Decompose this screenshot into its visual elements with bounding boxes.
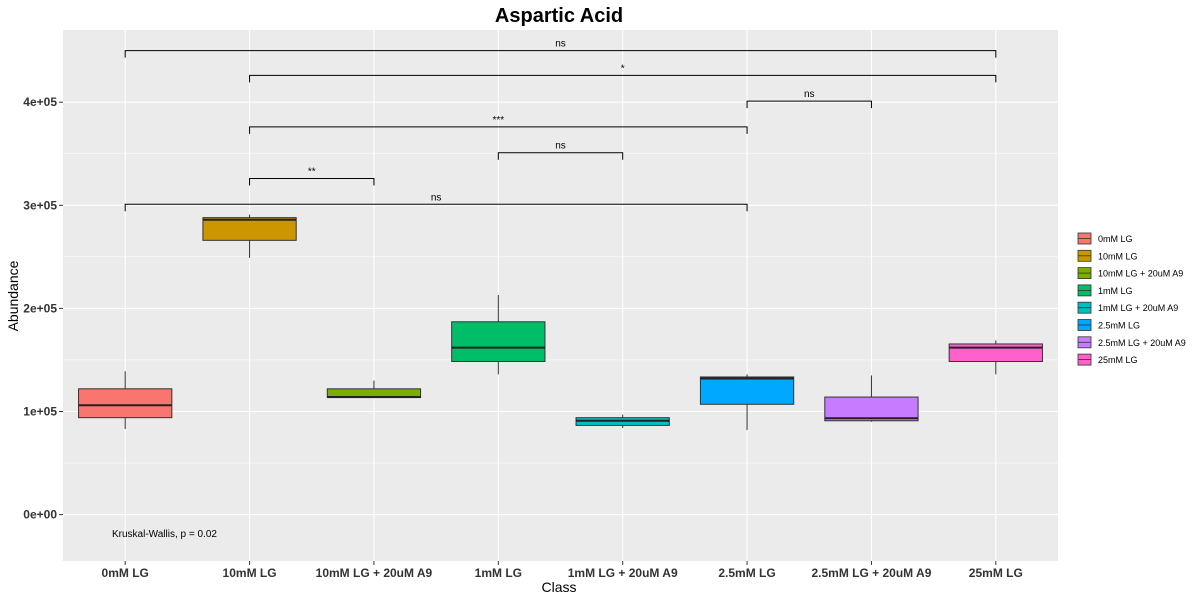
box-body — [451, 321, 546, 362]
legend-label: 25mM LG — [1098, 355, 1138, 365]
legend-item: 10mM LG + 20uM A9 — [1077, 267, 1183, 280]
x-tick-label: 2.5mM LG — [718, 566, 775, 580]
legend-item: 2.5mM LG — [1077, 319, 1140, 331]
y-tick-label: 4e+05 — [23, 95, 57, 109]
comparison-bracket: ** — [249, 166, 375, 186]
box-7 — [824, 375, 919, 422]
legend-item: 25mM LG — [1077, 353, 1138, 366]
x-tick-label: 1mM LG — [475, 566, 522, 580]
legend-item: 1mM LG — [1077, 284, 1133, 297]
comparison-bracket: *** — [249, 115, 748, 134]
x-tick-label: 2.5mM LG + 20uM A9 — [811, 566, 931, 580]
legend-label: 10mM LG + 20uM A9 — [1098, 269, 1183, 279]
x-axis: 0mM LG 10mM LG 10mM LG + 20uM A9 1mM LG 1mM … — [102, 561, 1023, 580]
legend-label: 1mM LG — [1098, 286, 1133, 296]
x-tick-label: 10mM LG + 20uM A9 — [316, 566, 433, 580]
box-plots — [78, 214, 1043, 431]
legend-label: 2.5mM LG + 20uM A9 — [1098, 338, 1186, 348]
comparison-bracket: ns — [746, 89, 872, 109]
bracket-line — [124, 203, 748, 212]
significance-label: ** — [308, 166, 316, 177]
y-axis-title: Abundance — [5, 260, 21, 331]
box-body — [78, 388, 173, 419]
plot-panel — [63, 30, 1058, 561]
y-tick-label: 2e+05 — [23, 301, 57, 315]
significance-label: * — [621, 63, 625, 74]
bracket-line — [249, 177, 375, 186]
bracket-line — [249, 74, 997, 83]
comparison-bracket: ns — [124, 192, 748, 212]
legend: 0mM LG 10mM LG 10mM LG + 20uM A9 1mM LG 1mM … — [1077, 232, 1186, 366]
y-tick-label: 1e+05 — [23, 404, 57, 418]
x-axis-title: Class — [541, 579, 576, 595]
legend-label: 0mM LG — [1098, 234, 1133, 244]
legend-item: 0mM LG — [1077, 232, 1133, 245]
bracket-line — [124, 50, 997, 58]
legend-item: 1mM LG + 20uM A9 — [1077, 301, 1178, 314]
x-tick-label: 10mM LG — [223, 566, 277, 580]
x-tick-label: 1mM LG + 20uM A9 — [568, 566, 678, 580]
legend-label: 1mM LG + 20uM A9 — [1098, 303, 1178, 313]
x-tick-label: 0mM LG — [102, 566, 149, 580]
legend-label: 2.5mM LG — [1098, 321, 1140, 331]
box-6 — [699, 374, 795, 431]
bracket-line — [497, 152, 624, 160]
box-4 — [451, 294, 546, 375]
box-body — [699, 376, 795, 405]
comparison-bracket: ns — [124, 39, 997, 58]
y-tick-label: 3e+05 — [23, 198, 57, 212]
legend-label: 10mM LG — [1098, 251, 1138, 261]
significance-label: ns — [804, 89, 815, 100]
y-axis: 0e+00 1e+05 2e+05 3e+05 4e+05 — [23, 95, 63, 522]
legend-item: 2.5mM LG + 20uM A9 — [1077, 336, 1186, 349]
chart-title: Aspartic Acid — [495, 5, 623, 27]
box-body — [824, 396, 919, 422]
box-3 — [326, 380, 422, 399]
significance-label: ns — [431, 192, 442, 203]
comparison-brackets: ns * ns *** ns ** ns — [124, 39, 997, 212]
significance-label: ns — [555, 39, 566, 50]
box-8 — [948, 340, 1043, 375]
comparison-bracket: ns — [497, 141, 624, 160]
kruskal-wallis-annotation: Kruskal-Wallis, p = 0.02 — [112, 529, 217, 540]
box-1 — [78, 371, 173, 430]
box-2 — [202, 214, 297, 258]
bracket-line — [249, 126, 748, 134]
significance-label: *** — [492, 115, 504, 126]
comparison-bracket: * — [249, 63, 997, 83]
box-5 — [575, 414, 670, 428]
x-tick-label: 25mM LG — [969, 566, 1023, 580]
legend-item: 10mM LG — [1077, 249, 1138, 262]
box-body — [202, 217, 297, 241]
y-tick-label: 0e+00 — [23, 508, 57, 522]
bracket-line — [746, 100, 872, 109]
significance-label: ns — [555, 141, 566, 152]
